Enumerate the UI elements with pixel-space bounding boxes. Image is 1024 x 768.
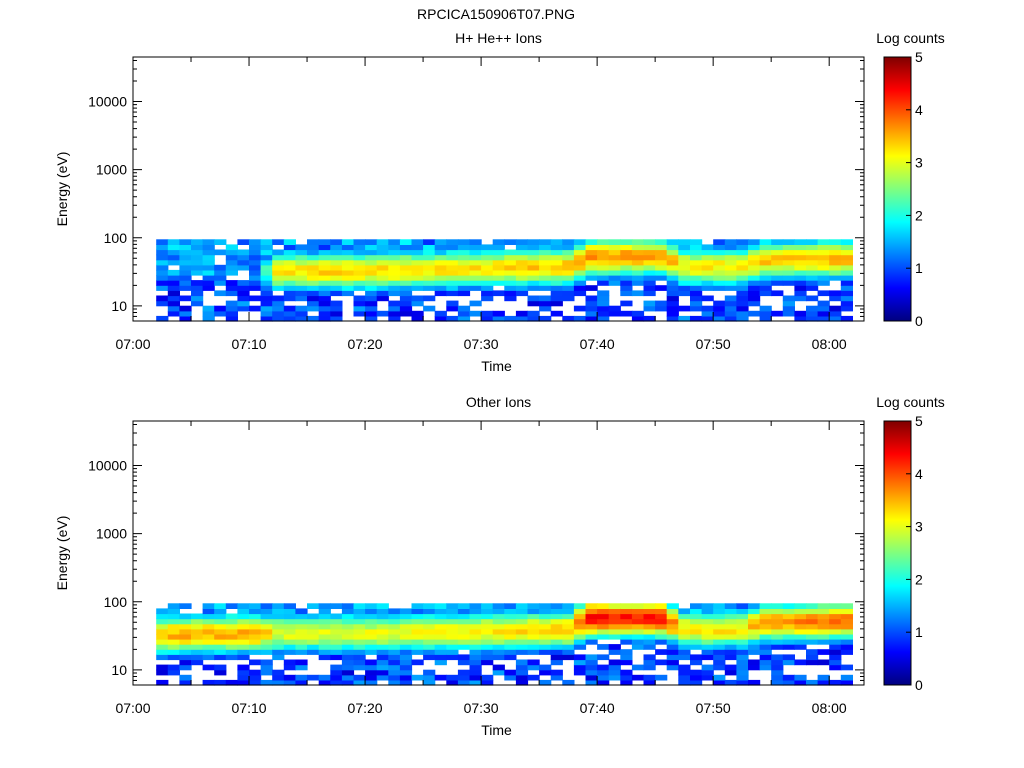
y-tick-label: 10000 (88, 458, 127, 474)
colorbar-gradient (883, 56, 912, 322)
plot-frame (132, 420, 865, 686)
colorbar-tick-label: 5 (915, 413, 923, 429)
x-tick-label: 07:50 (696, 336, 731, 352)
x-tick-label: 07:20 (348, 336, 383, 352)
y-tick-label: 100 (104, 230, 128, 246)
colorbar-tick-label: 4 (915, 102, 923, 118)
y-tick-label: 10000 (88, 94, 127, 110)
spectrogram-cells (156, 603, 853, 686)
colorbar: 0 1 2 3 4 5 Log counts (876, 394, 945, 693)
colorbar-tick-label: 3 (915, 155, 923, 171)
colorbar-label: Log counts (876, 30, 945, 46)
y-axis-label: Energy (eV) (54, 152, 70, 227)
colorbar-tick-label: 0 (915, 313, 923, 329)
y-axis: 10 100 1000 10000 (88, 59, 864, 322)
y-tick-label: 1000 (96, 162, 127, 178)
colorbar: 0 1 2 3 4 5 Log counts (876, 30, 945, 329)
x-axis-label: Time (481, 722, 512, 738)
colorbar-tick-label: 3 (915, 519, 923, 535)
colorbar-tick-label: 4 (915, 466, 923, 482)
x-tick-label: 07:00 (115, 336, 150, 352)
plot-frame (132, 56, 865, 322)
x-axis-label: Time (481, 358, 512, 374)
x-tick-label: 07:10 (232, 700, 267, 716)
colorbar-tick-label: 1 (915, 260, 923, 276)
y-tick-label: 100 (104, 594, 128, 610)
x-tick-label: 08:00 (812, 336, 847, 352)
colorbar-tick-label: 2 (915, 207, 923, 223)
y-tick-label: 1000 (96, 526, 127, 542)
y-tick-label: 10 (111, 298, 127, 314)
x-tick-label: 07:50 (696, 700, 731, 716)
x-axis: 07:00 07:10 07:20 07:30 07:40 07:50 08:00 (115, 421, 847, 716)
colorbar-tick-label: 5 (915, 49, 923, 65)
spectrogram-cells (156, 239, 853, 322)
x-tick-label: 07:10 (232, 336, 267, 352)
x-axis: 07:00 07:10 07:20 07:30 07:40 07:50 08:00 (115, 57, 847, 352)
colorbar-tick-label: 0 (915, 677, 923, 693)
y-axis-label: Energy (eV) (54, 516, 70, 591)
x-tick-label: 08:00 (812, 700, 847, 716)
panel-title: H+ He++ Ions (455, 30, 542, 46)
x-tick-label: 07:30 (464, 700, 499, 716)
colorbar-tick-label: 1 (915, 624, 923, 640)
colorbar-label: Log counts (876, 394, 945, 410)
x-tick-label: 07:40 (580, 700, 615, 716)
y-axis: 10 100 1000 10000 (88, 423, 864, 686)
figure-title: RPCICA150906T07.PNG (417, 6, 575, 22)
x-tick-label: 07:00 (115, 700, 150, 716)
colorbar-gradient (883, 420, 912, 686)
x-tick-label: 07:20 (348, 700, 383, 716)
x-tick-label: 07:40 (580, 336, 615, 352)
x-tick-label: 07:30 (464, 336, 499, 352)
panel-title: Other Ions (466, 394, 531, 410)
colorbar-tick-label: 2 (915, 571, 923, 587)
y-tick-label: 10 (111, 662, 127, 678)
